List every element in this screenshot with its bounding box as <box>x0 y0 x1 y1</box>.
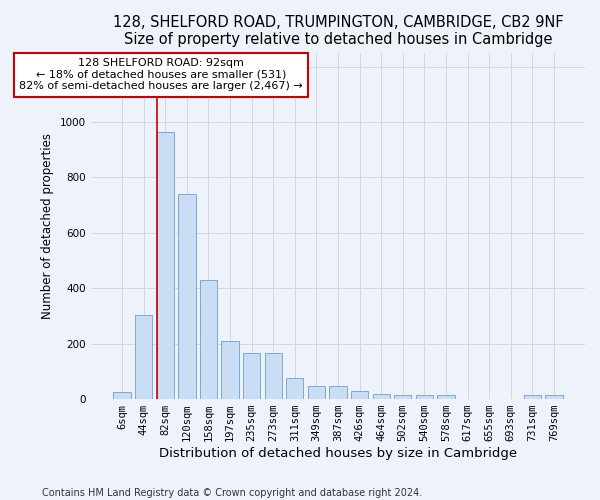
Bar <box>524 395 541 399</box>
Bar <box>113 392 131 399</box>
Y-axis label: Number of detached properties: Number of detached properties <box>41 133 55 319</box>
Bar <box>157 132 174 399</box>
X-axis label: Distribution of detached houses by size in Cambridge: Distribution of detached houses by size … <box>159 447 517 460</box>
Bar <box>351 391 368 399</box>
Bar <box>373 394 390 399</box>
Bar <box>135 314 152 399</box>
Bar <box>200 280 217 399</box>
Bar <box>394 395 412 399</box>
Bar <box>178 194 196 399</box>
Bar <box>308 386 325 399</box>
Text: 128 SHELFORD ROAD: 92sqm
← 18% of detached houses are smaller (531)
82% of semi-: 128 SHELFORD ROAD: 92sqm ← 18% of detach… <box>19 58 303 92</box>
Bar <box>221 341 239 399</box>
Bar <box>416 395 433 399</box>
Bar <box>545 395 563 399</box>
Text: Contains HM Land Registry data © Crown copyright and database right 2024.: Contains HM Land Registry data © Crown c… <box>42 488 422 498</box>
Bar <box>243 354 260 399</box>
Bar <box>437 395 455 399</box>
Title: 128, SHELFORD ROAD, TRUMPINGTON, CAMBRIDGE, CB2 9NF
Size of property relative to: 128, SHELFORD ROAD, TRUMPINGTON, CAMBRID… <box>113 15 563 48</box>
Bar <box>265 354 282 399</box>
Bar <box>286 378 304 399</box>
Bar <box>329 386 347 399</box>
